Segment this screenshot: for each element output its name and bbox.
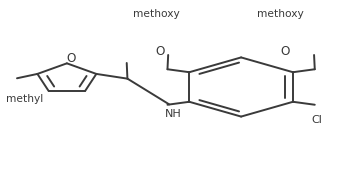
Text: O: O — [67, 52, 76, 65]
Text: methoxy: methoxy — [133, 9, 179, 19]
Text: Cl: Cl — [312, 115, 322, 125]
Text: O: O — [156, 45, 165, 58]
Text: methoxy: methoxy — [257, 9, 304, 19]
Text: O: O — [281, 45, 290, 58]
Text: methyl: methyl — [6, 94, 43, 104]
Text: NH: NH — [165, 109, 182, 120]
